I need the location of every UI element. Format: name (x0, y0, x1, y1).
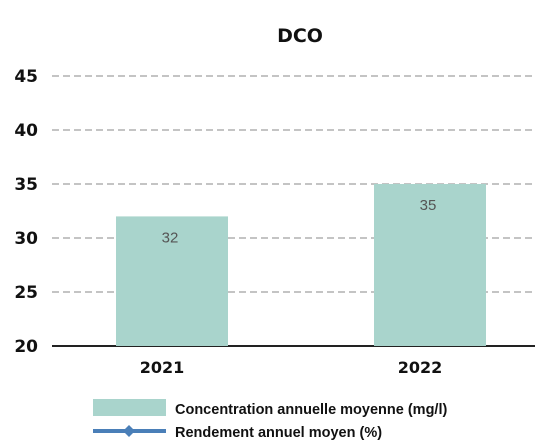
bar-data-label: 32 (162, 229, 179, 246)
legend-label-bar: Concentration annuelle moyenne (mg/l) (175, 402, 447, 418)
y-tick-label: 30 (14, 229, 38, 249)
x-tick-label: 2022 (398, 358, 443, 377)
x-tick-label: 2021 (140, 358, 185, 377)
legend: Concentration annuelle moyenne (mg/l) Ren… (93, 399, 447, 441)
y-tick-label: 25 (14, 283, 38, 303)
bar (374, 184, 486, 346)
bar-data-label: 35 (420, 197, 437, 214)
y-tick-label: 20 (14, 337, 38, 357)
legend-swatch-marker (123, 425, 135, 437)
y-tick-label: 40 (14, 121, 38, 141)
y-tick-label: 35 (14, 175, 38, 195)
y-tick-label: 45 (14, 67, 38, 87)
bar (116, 216, 228, 346)
chart-title: DCO (277, 25, 323, 47)
legend-label-line: Rendement annuel moyen (%) (175, 425, 382, 441)
legend-swatch-bar (93, 399, 166, 416)
